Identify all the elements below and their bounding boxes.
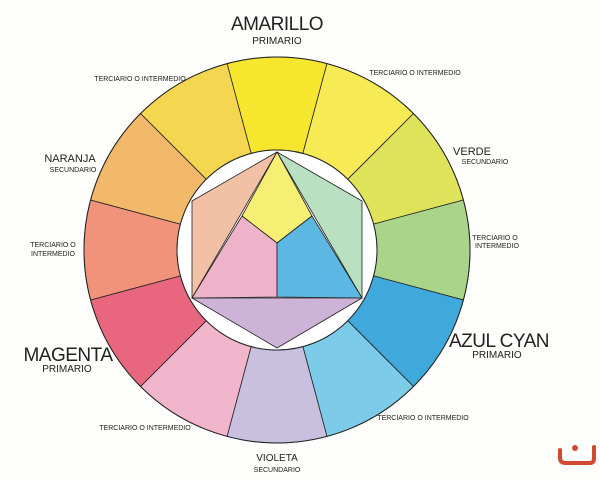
label-terciario-top-left: TERCIARIO O INTERMEDIO — [94, 76, 186, 83]
logo-icon — [558, 445, 596, 465]
label-magenta: MAGENTA — [23, 345, 113, 366]
center-violet — [191, 297, 363, 349]
label-azul-cyan: AZUL CYAN — [449, 331, 549, 352]
label-naranja: NARANJA — [44, 153, 96, 165]
center-cyan — [276, 215, 363, 299]
label-verde-type: SECUNDARIO — [462, 159, 509, 166]
label-azul-cyan-type: PRIMARIO — [472, 350, 522, 361]
label-violeta-type: SECUNDARIO — [254, 467, 301, 474]
outer-ring — [83, 56, 471, 444]
label-terciario-right-2: INTERMEDIO — [475, 243, 520, 250]
label-terciario-top-right: TERCIARIO O INTERMEDIO — [369, 70, 461, 77]
label-naranja-type: SECUNDARIO — [50, 167, 97, 174]
label-terciario-left-1: TERCIARIO O — [30, 242, 76, 249]
center-orange — [191, 151, 278, 299]
center-green — [276, 151, 363, 299]
label-violeta: VIOLETA — [256, 453, 298, 464]
center-hexagon — [191, 151, 363, 349]
label-terciario-bottom-right: TERCIARIO O INTERMEDIO — [377, 415, 469, 422]
label-terciario-left-2: INTERMEDIO — [31, 251, 76, 258]
label-magenta-type: PRIMARIO — [42, 364, 92, 375]
wheel-segments — [83, 56, 471, 444]
label-terciario-bottom-left: TERCIARIO O INTERMEDIO — [99, 425, 191, 432]
label-terciario-right-1: TERCIARIO O — [472, 235, 518, 242]
label-verde: VERDE — [453, 146, 491, 158]
label-amarillo: AMARILLO — [231, 14, 323, 35]
label-amarillo-type: PRIMARIO — [252, 36, 302, 47]
